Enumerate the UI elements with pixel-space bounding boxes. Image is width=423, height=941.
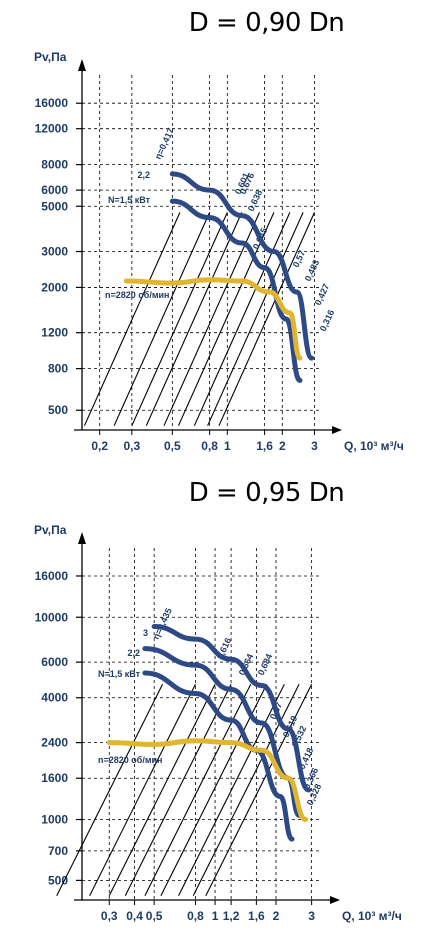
y-tick-label: 16000: [35, 96, 69, 110]
series-curve-2: [142, 670, 295, 842]
resistance-line-5: [160, 683, 268, 896]
x-tick-label: 3: [308, 909, 315, 923]
resistance-line-2: [131, 212, 228, 426]
y-tick-label: 2400: [41, 736, 68, 750]
x-tick-label: 0,8: [187, 909, 204, 923]
y-tick-label: 6000: [41, 655, 68, 669]
y-tick-label: 500: [48, 873, 68, 887]
x-tick-label: 2: [279, 439, 286, 453]
series-label: N=1,5 кВт: [98, 669, 141, 679]
x-tick-label: 1,6: [256, 439, 273, 453]
x-tick-label: 0,5: [164, 439, 181, 453]
resistance-line-0: [83, 212, 181, 426]
x-axis-label: Q, 10³ м³/ч: [342, 909, 402, 923]
y-axis-label: Pv,Па: [34, 50, 67, 64]
series-label: 3: [143, 628, 148, 638]
resistance-line-6: [193, 212, 291, 426]
y-tick-label: 3000: [41, 245, 68, 259]
resistance-line-8: [205, 683, 313, 896]
y-tick-label: 500: [48, 403, 68, 417]
resistance-line-1: [89, 683, 196, 896]
x-tick-label: 0,3: [101, 909, 118, 923]
x-tick-label: 2: [273, 909, 280, 923]
x-tick-label: 1: [224, 439, 231, 453]
y-tick-label: 10000: [35, 610, 69, 624]
series-label: 2,2: [127, 648, 140, 658]
resistance-line-2: [108, 683, 216, 896]
y-tick-label: 4000: [41, 691, 68, 705]
series-curve-3: [106, 738, 309, 823]
x-tick-label: 0,5: [146, 909, 163, 923]
series-curve-0: [169, 171, 315, 361]
y-tick-label: 2000: [41, 280, 68, 294]
y-axis-arrow: [78, 532, 86, 544]
resistance-line-7: [207, 212, 304, 426]
resistance-line-3: [124, 683, 232, 896]
series-curve-0: [151, 624, 312, 793]
resistance-line-4: [144, 683, 252, 896]
x-axis-arrow: [332, 426, 342, 434]
y-tick-label: 800: [48, 362, 68, 376]
chart-d090: 0,2 0,3 0,5 0,8 1 1,6 2 3 16000 12000 8000 6000 5000…: [34, 50, 404, 453]
resistance-line-5: [177, 212, 275, 426]
x-tick-label: 0,4: [126, 909, 143, 923]
x-axis-label: Q, 10³ м³/ч: [344, 439, 404, 453]
x-tick-label: 1: [212, 909, 219, 923]
x-axis-arrow: [330, 896, 340, 904]
series-label: n=2820 об/мин: [105, 290, 169, 300]
y-tick-label: 1000: [41, 813, 68, 827]
chart-title-d090: D = 0,90 Dn: [188, 8, 345, 38]
y-tick-label: 16000: [35, 569, 69, 583]
resistance-line-1: [113, 212, 211, 426]
y-tick-label: 5000: [41, 199, 68, 213]
y-tick-label: 6000: [41, 183, 68, 197]
resistance-line-0: [56, 683, 164, 896]
resistance-line-6: [178, 683, 285, 896]
series-label: n=2820 об/мин: [98, 755, 162, 765]
resistance-line-8: [218, 212, 315, 426]
y-tick-label: 700: [48, 844, 68, 858]
series-label: 2,2: [137, 170, 150, 180]
x-tick-label: 3: [311, 439, 318, 453]
resistance-line-7: [192, 683, 300, 896]
series-label: N=1,5 кВт: [108, 195, 151, 205]
y-axis-arrow: [78, 59, 86, 71]
x-tick-label: 0,3: [124, 439, 141, 453]
y-tick-label: 8000: [41, 158, 68, 172]
x-tick-label: 0,8: [201, 439, 218, 453]
series-curve-2: [123, 277, 303, 361]
y-tick-label: 12000: [35, 122, 69, 136]
x-tick-label: 0,2: [91, 439, 108, 453]
x-tick-label: 1,2: [223, 909, 240, 923]
resistance-line-4: [163, 212, 260, 426]
efficiency-label: 0,684: [256, 652, 275, 677]
y-tick-label: 1200: [41, 326, 68, 340]
efficiency-label: η=0,435: [151, 606, 174, 640]
series-curve-1: [169, 198, 303, 383]
chart-title-d095: D = 0,95 Dn: [188, 478, 345, 508]
y-tick-label: 1600: [41, 771, 68, 785]
resistance-line-3: [145, 212, 243, 426]
x-tick-label: 1,6: [248, 909, 265, 923]
y-axis-label: Pv,Па: [34, 523, 67, 537]
